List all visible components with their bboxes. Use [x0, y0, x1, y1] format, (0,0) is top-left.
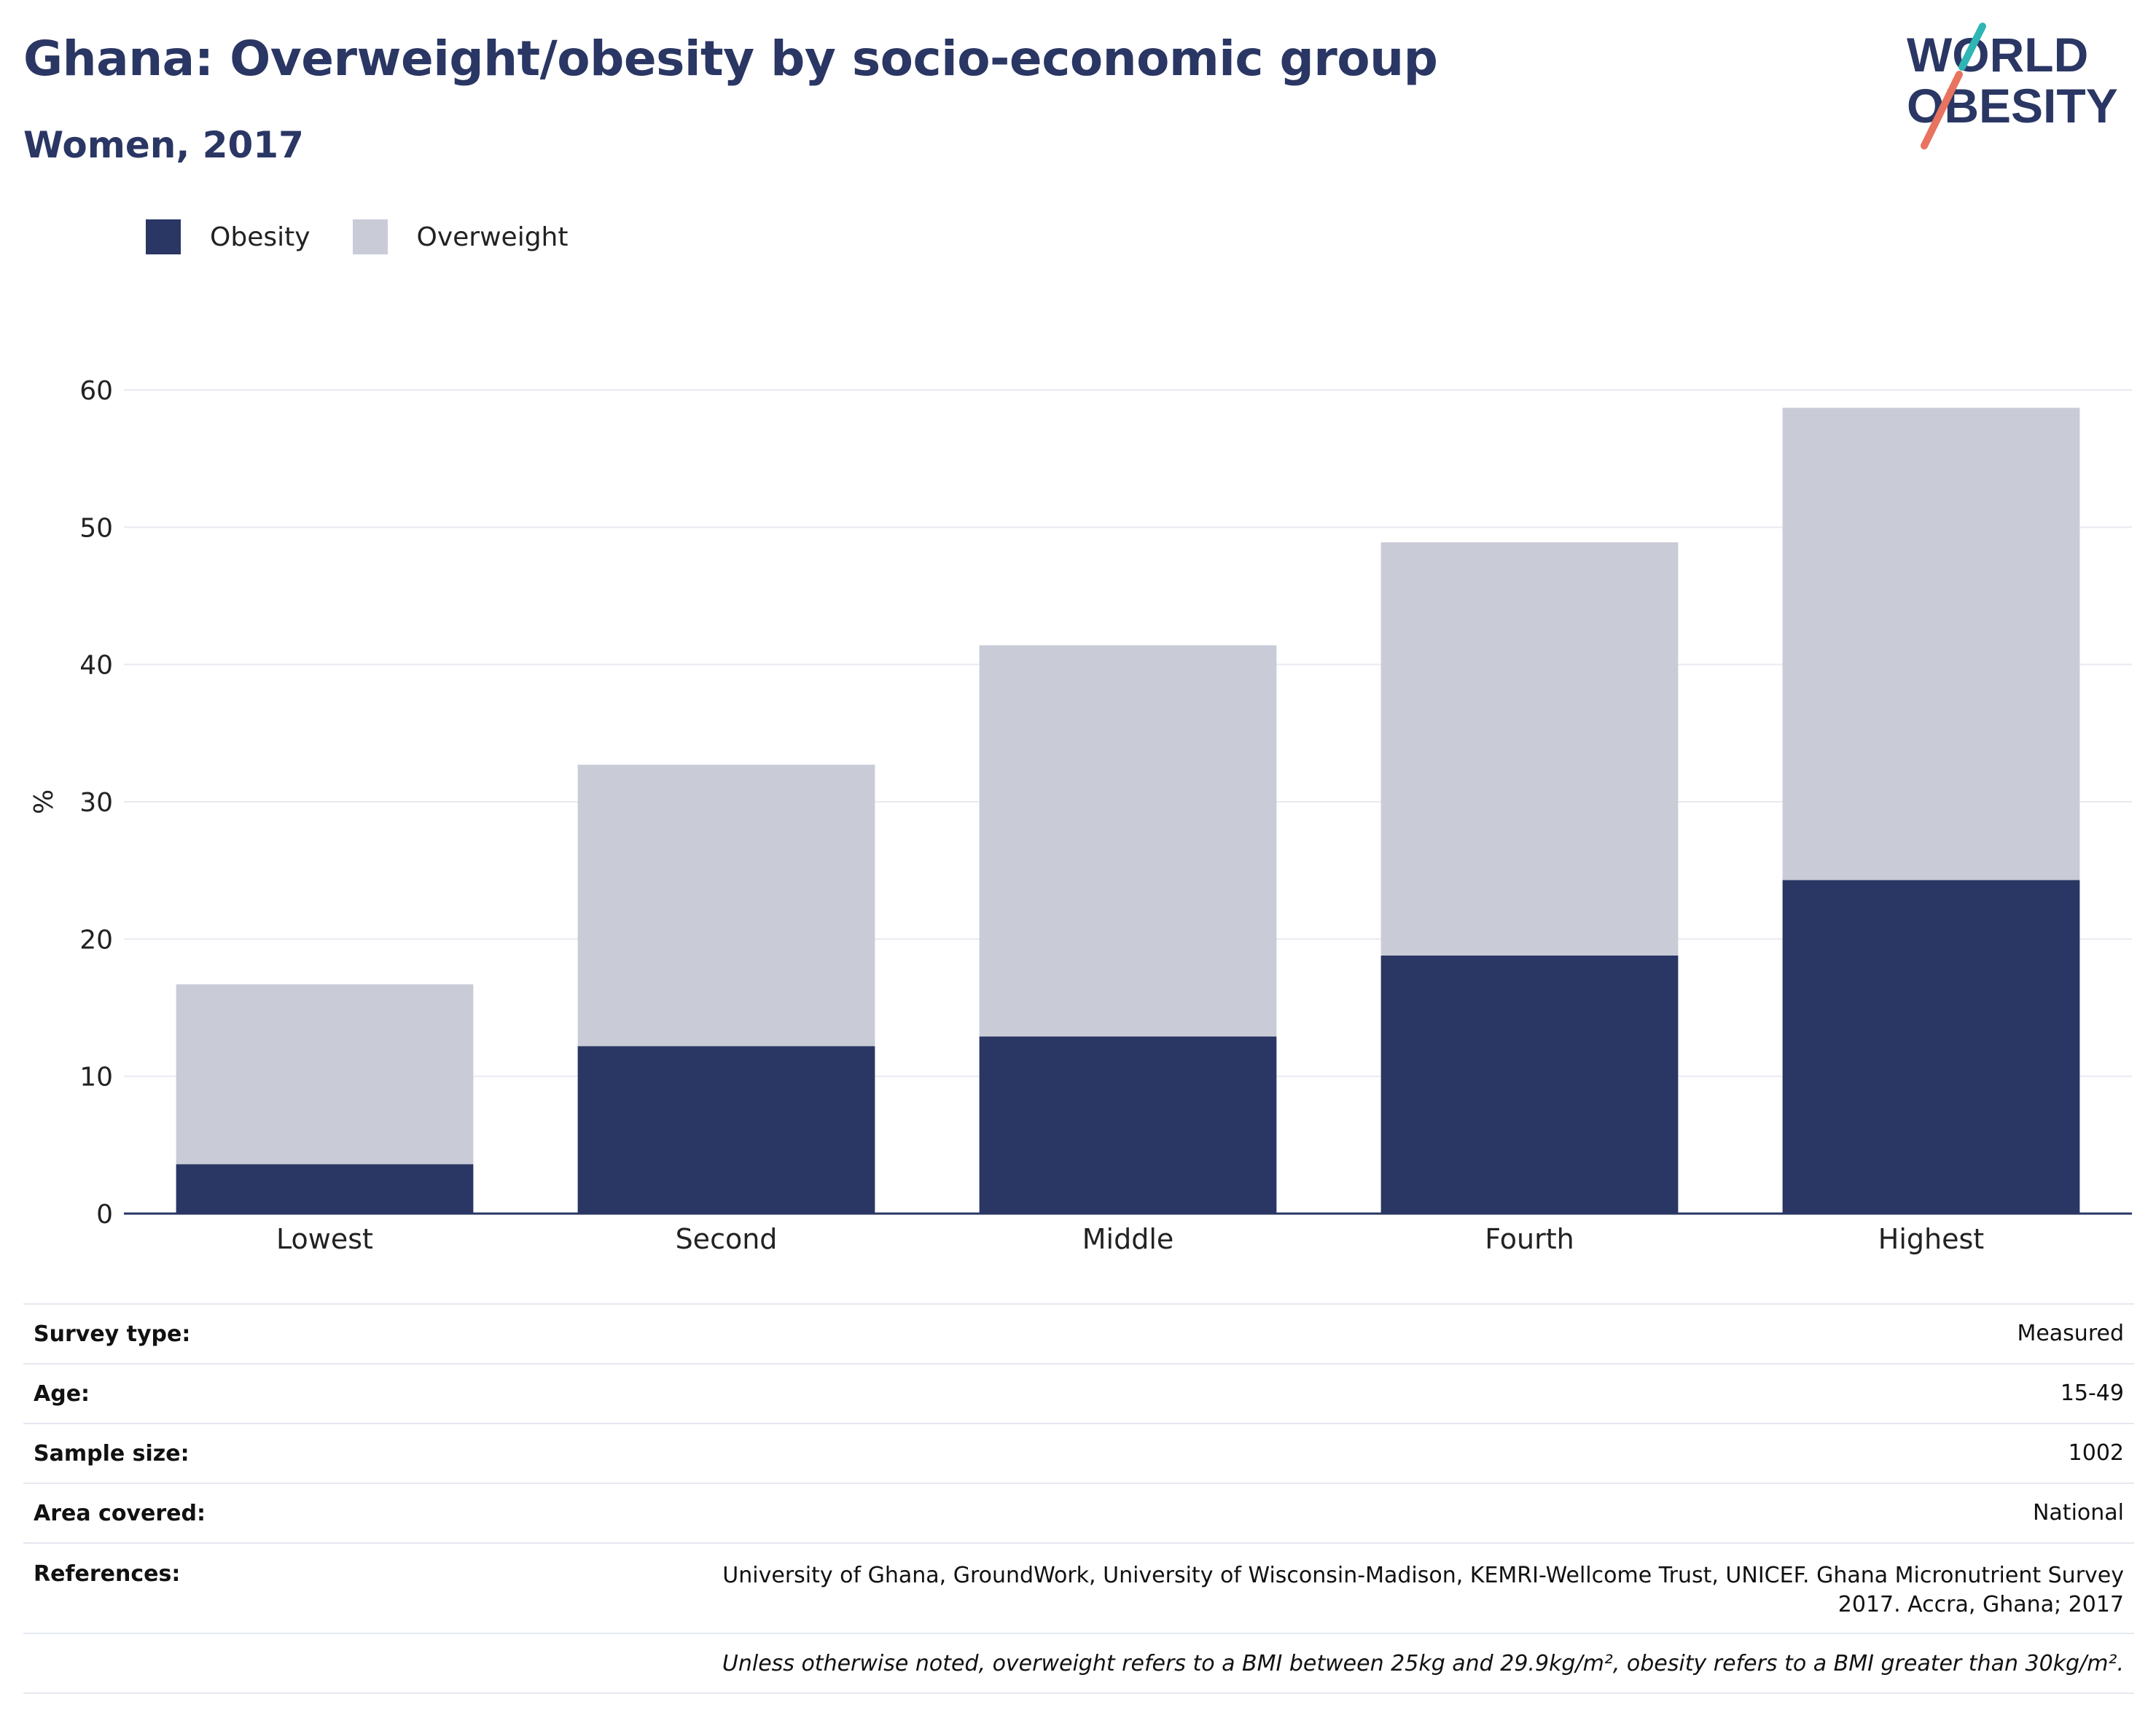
x-tick-label-lowest: Lowest — [276, 1223, 373, 1255]
info-label-references: References: — [34, 1561, 181, 1587]
legend-swatch-overweight — [352, 219, 388, 254]
y-axis-title: % — [29, 789, 59, 814]
world-obesity-logo: WORLD OBESITY — [1907, 23, 2118, 149]
bar-overweight-highest — [1782, 407, 2080, 880]
info-value-survey-type: Measured — [2017, 1321, 2124, 1346]
y-tick-label: 60 — [79, 376, 113, 406]
bar-overweight-lowest — [176, 984, 474, 1165]
x-tick-label-second: Second — [676, 1223, 778, 1255]
y-tick-label: 0 — [96, 1200, 113, 1230]
info-label-sample-size: Sample size: — [34, 1440, 190, 1467]
legend-label-overweight: Overweight — [416, 222, 569, 252]
info-label-age: Age: — [34, 1380, 90, 1407]
logo-text-world: WORLD — [1907, 28, 2088, 82]
bmi-footnote: Unless otherwise noted, overweight refer… — [722, 1650, 2124, 1676]
info-row-survey-type: Survey type: Measured — [23, 1305, 2134, 1364]
info-row-area-covered: Area covered: National — [23, 1484, 2134, 1544]
y-tick-label: 10 — [79, 1063, 113, 1093]
bar-obesity-second — [577, 1046, 875, 1214]
legend-swatch-obesity — [146, 219, 181, 254]
bar-overweight-fourth — [1380, 542, 1679, 956]
stacked-bar-chart: 0 10 20 30 40 50 60% Lowest Second Middle Fourth Hi… — [29, 376, 2132, 1255]
x-tick-label-highest: Highest — [1878, 1223, 1984, 1255]
info-label-area-covered: Area covered: — [34, 1500, 206, 1526]
y-tick-label: 20 — [79, 925, 113, 955]
bar-obesity-highest — [1782, 880, 2080, 1214]
survey-info-table: Survey type: Measured Age: 15-49 Sample … — [23, 1303, 2134, 1694]
legend-label-obesity: Obesity — [210, 222, 310, 252]
page-title: Ghana: Overweight/obesity by socio-econo… — [23, 31, 1438, 87]
info-row-references: References: University of Ghana, GroundW… — [23, 1544, 2134, 1634]
bar-obesity-lowest — [176, 1164, 474, 1214]
bar-overweight-second — [577, 765, 875, 1047]
y-tick-label: 40 — [79, 651, 113, 681]
info-value-area-covered: National — [2032, 1500, 2124, 1526]
info-value-age: 15-49 — [2060, 1380, 2124, 1406]
info-label-survey-type: Survey type: — [34, 1321, 191, 1347]
y-tick-label: 30 — [79, 788, 113, 818]
bar-obesity-middle — [979, 1036, 1277, 1214]
info-value-sample-size: 1002 — [2068, 1440, 2124, 1466]
x-tick-label-middle: Middle — [1082, 1223, 1174, 1255]
info-row-age: Age: 15-49 — [23, 1364, 2134, 1424]
page-subtitle: Women, 2017 — [23, 124, 304, 166]
legend-item-overweight[interactable]: Overweight — [352, 219, 569, 254]
bar-overweight-middle — [979, 645, 1277, 1037]
legend-item-obesity[interactable]: Obesity — [146, 219, 310, 254]
info-value-references: University of Ghana, GroundWork, Univers… — [722, 1563, 2124, 1617]
x-tick-label-fourth: Fourth — [1485, 1223, 1574, 1255]
logo-slash-teal — [1958, 23, 1986, 71]
chart-legend: Obesity Overweight — [146, 219, 610, 255]
info-row-sample-size: Sample size: 1002 — [23, 1424, 2134, 1484]
footnote-row: Unless otherwise noted, overweight refer… — [23, 1634, 2134, 1694]
y-tick-label: 50 — [79, 513, 113, 543]
logo-slash-coral — [1921, 71, 1963, 149]
bar-obesity-fourth — [1380, 955, 1679, 1214]
